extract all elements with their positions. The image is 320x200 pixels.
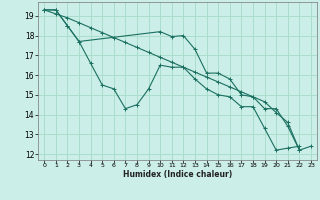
X-axis label: Humidex (Indice chaleur): Humidex (Indice chaleur) [123,170,232,179]
